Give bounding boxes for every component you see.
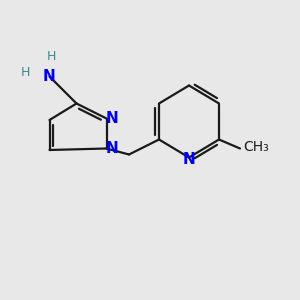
Text: N: N: [106, 141, 118, 156]
Text: H: H: [46, 50, 56, 64]
Text: N: N: [183, 152, 195, 166]
Text: CH₃: CH₃: [244, 140, 269, 154]
Text: N: N: [106, 111, 118, 126]
Text: H: H: [21, 65, 30, 79]
Text: N: N: [43, 69, 56, 84]
